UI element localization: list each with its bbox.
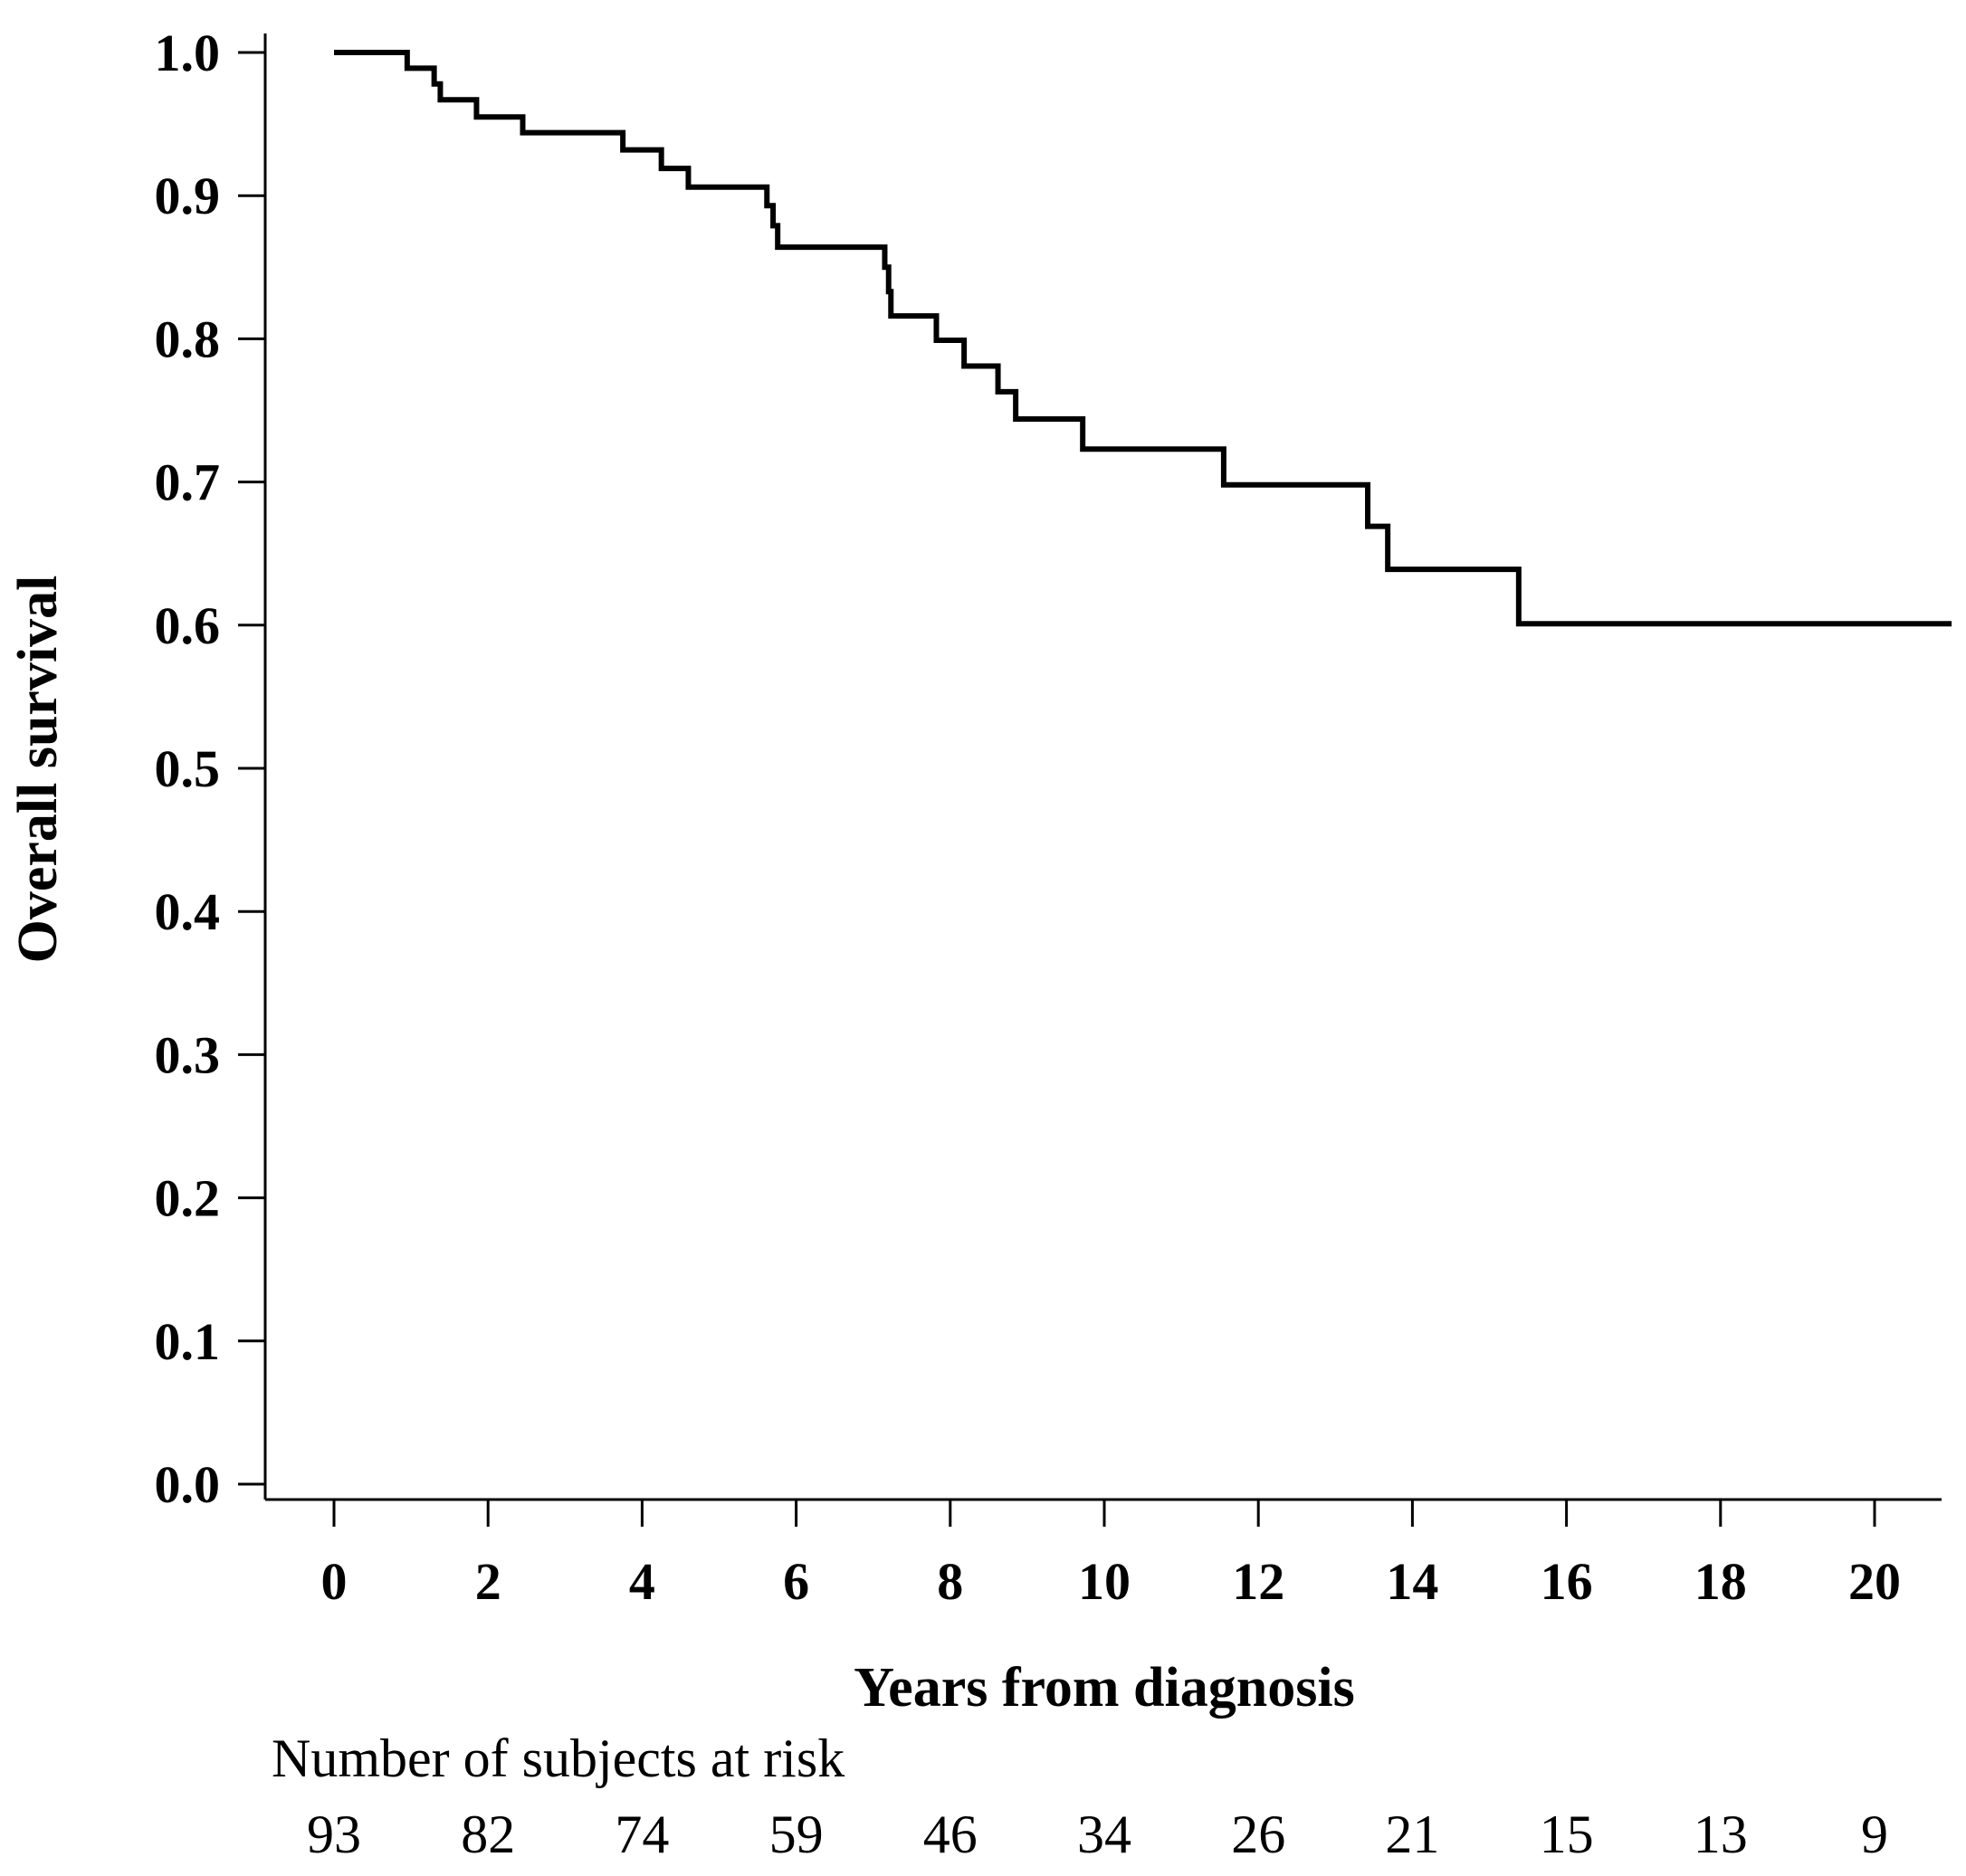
x-tick-label: 12 [1232,1552,1284,1611]
y-tick-label: 0.3 [155,1025,221,1084]
survival-curve-line [334,50,1952,627]
x-tick-label: 0 [321,1552,348,1611]
x-tick-label: 4 [629,1552,655,1611]
risk-count: 21 [1385,1805,1439,1864]
y-tick-label: 0.7 [155,453,221,512]
y-axis-ticks: 0.0 0.1 0.2 0.3 0.4 0.5 0.6 0.7 0.8 0.9 1.0 [155,24,265,1514]
risk-count: 59 [769,1805,824,1864]
risk-count: 26 [1231,1805,1285,1864]
y-tick-label: 0.6 [155,596,221,655]
y-tick-label: 0.8 [155,309,221,368]
y-tick-label: 0.5 [155,739,221,798]
x-tick-label: 10 [1078,1552,1131,1611]
y-tick-label: 0.4 [155,882,221,941]
risk-count: 15 [1540,1805,1594,1864]
risk-count: 9 [1861,1805,1888,1864]
y-tick-label: 0.0 [155,1455,221,1514]
x-tick-label: 16 [1541,1552,1593,1611]
y-tick-label: 0.1 [155,1312,221,1371]
x-tick-label: 14 [1386,1552,1438,1611]
y-tick-label: 0.2 [155,1169,221,1228]
x-tick-label: 20 [1848,1552,1901,1611]
risk-count: 34 [1077,1805,1131,1864]
x-axis-ticks: 0 2 4 6 8 10 12 14 16 18 20 [321,1500,1901,1611]
y-axis-title: Overall survival [7,576,69,964]
y-tick-label: 1.0 [155,24,221,82]
x-tick-label: 8 [937,1552,963,1611]
risk-count: 82 [461,1805,515,1864]
x-axis-title: Years from diagnosis [854,1657,1354,1719]
risk-table-label: Number of subjects at risk [272,1728,845,1788]
risk-count: 93 [307,1805,361,1864]
y-tick-label: 0.9 [155,167,221,225]
x-tick-label: 18 [1694,1552,1747,1611]
x-tick-label: 6 [783,1552,809,1611]
risk-count: 13 [1694,1805,1748,1864]
risk-count: 46 [923,1805,978,1864]
risk-count: 74 [615,1805,669,1864]
risk-table-counts: 93 82 74 59 46 34 26 21 15 13 9 [307,1805,1888,1864]
x-tick-label: 2 [475,1552,501,1611]
